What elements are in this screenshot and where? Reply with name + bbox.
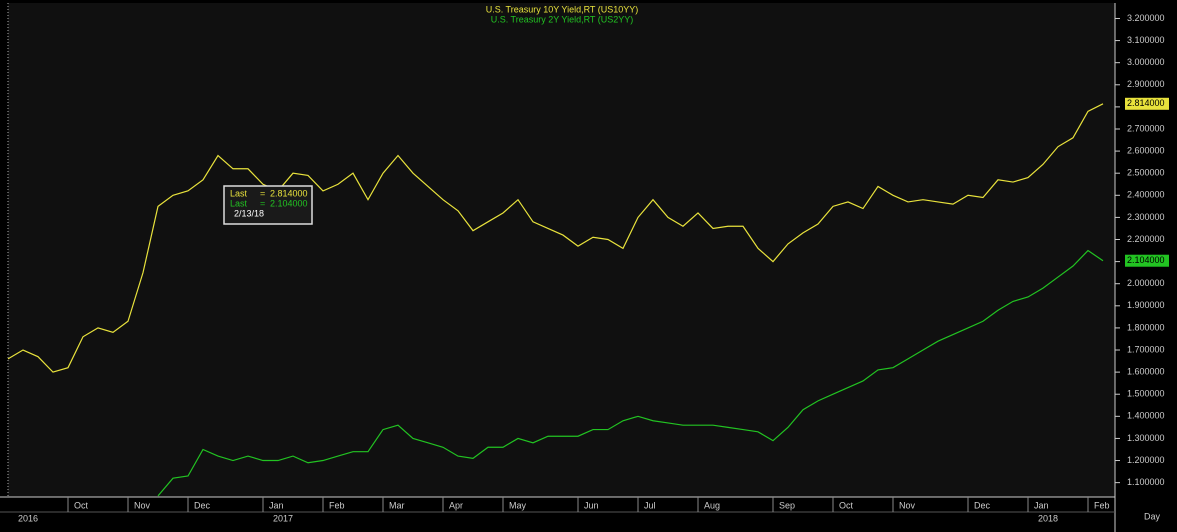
x-year-label: 2018 xyxy=(1038,513,1058,523)
tooltip-sep: = xyxy=(260,198,265,208)
y-tick-label: 1.800000 xyxy=(1127,322,1165,332)
tooltip-date: 2/13/18 xyxy=(234,208,264,218)
x-year-label: 2016 xyxy=(18,513,38,523)
x-tick-label: Jun xyxy=(584,500,599,510)
tooltip-label: Last xyxy=(230,188,248,198)
y-tick-label: 2.200000 xyxy=(1127,234,1165,244)
plot-area xyxy=(8,3,1115,497)
x-tick-label: Sep xyxy=(779,500,795,510)
y-tick-label: 1.700000 xyxy=(1127,344,1165,354)
y-tick-label: 3.000000 xyxy=(1127,57,1165,67)
y-tick-label: 1.200000 xyxy=(1127,455,1165,465)
y-tick-label: 1.600000 xyxy=(1127,366,1165,376)
x-tick-label: Aug xyxy=(704,500,720,510)
last-value-box xyxy=(1125,254,1169,267)
x-tick-label: Mar xyxy=(389,500,405,510)
last-value-box xyxy=(1125,97,1169,110)
legend-entry: U.S. Treasury 10Y Yield,RT (US10YY) xyxy=(486,4,639,14)
y-tick-label: 1.400000 xyxy=(1127,411,1165,421)
series-line xyxy=(157,249,1104,497)
x-tick-label: May xyxy=(509,500,527,510)
y-tick-label: 2.400000 xyxy=(1127,190,1165,200)
y-tick-label: 1.100000 xyxy=(1127,477,1165,487)
tooltip-box xyxy=(223,185,313,225)
y-tick-label: 2.600000 xyxy=(1127,145,1165,155)
y-tick-label: 2.000000 xyxy=(1127,278,1165,288)
x-tick-label: Jan xyxy=(269,500,284,510)
x-tick-label: Dec xyxy=(974,500,991,510)
legend-entry: U.S. Treasury 2Y Yield,RT (US2YY) xyxy=(491,14,634,24)
x-tick-label: Jan xyxy=(1034,500,1049,510)
x-year-label: 2017 xyxy=(273,513,293,523)
x-tick-label: Apr xyxy=(449,500,463,510)
x-tick-label: Oct xyxy=(74,500,89,510)
x-tick-label: Feb xyxy=(329,500,345,510)
x-tick-label: Feb xyxy=(1094,500,1110,510)
y-tick-label: 2.500000 xyxy=(1127,168,1165,178)
y-tick-label: 2.900000 xyxy=(1127,79,1165,89)
x-tick-label: Dec xyxy=(194,500,211,510)
x-unit-label: Day xyxy=(1144,511,1161,521)
tooltip-value: 2.814000 xyxy=(270,188,308,198)
x-tick-label: Oct xyxy=(839,500,854,510)
x-tick-label: Nov xyxy=(134,500,151,510)
y-tick-label: 1.300000 xyxy=(1127,433,1165,443)
y-tick-label: 1.900000 xyxy=(1127,300,1165,310)
tooltip-label: Last xyxy=(230,198,248,208)
y-tick-label: 1.500000 xyxy=(1127,389,1165,399)
x-tick-label: Jul xyxy=(644,500,656,510)
tooltip-sep: = xyxy=(260,188,265,198)
x-tick-label: Nov xyxy=(899,500,916,510)
y-tick-label: 2.300000 xyxy=(1127,212,1165,222)
last-value-label: 2.104000 xyxy=(1127,255,1165,265)
series-line xyxy=(7,103,1104,373)
y-tick-label: 3.200000 xyxy=(1127,13,1165,23)
tooltip-value: 2.104000 xyxy=(270,198,308,208)
y-tick-label: 3.100000 xyxy=(1127,35,1165,45)
y-tick-label: 2.700000 xyxy=(1127,123,1165,133)
last-value-label: 2.814000 xyxy=(1127,98,1165,108)
